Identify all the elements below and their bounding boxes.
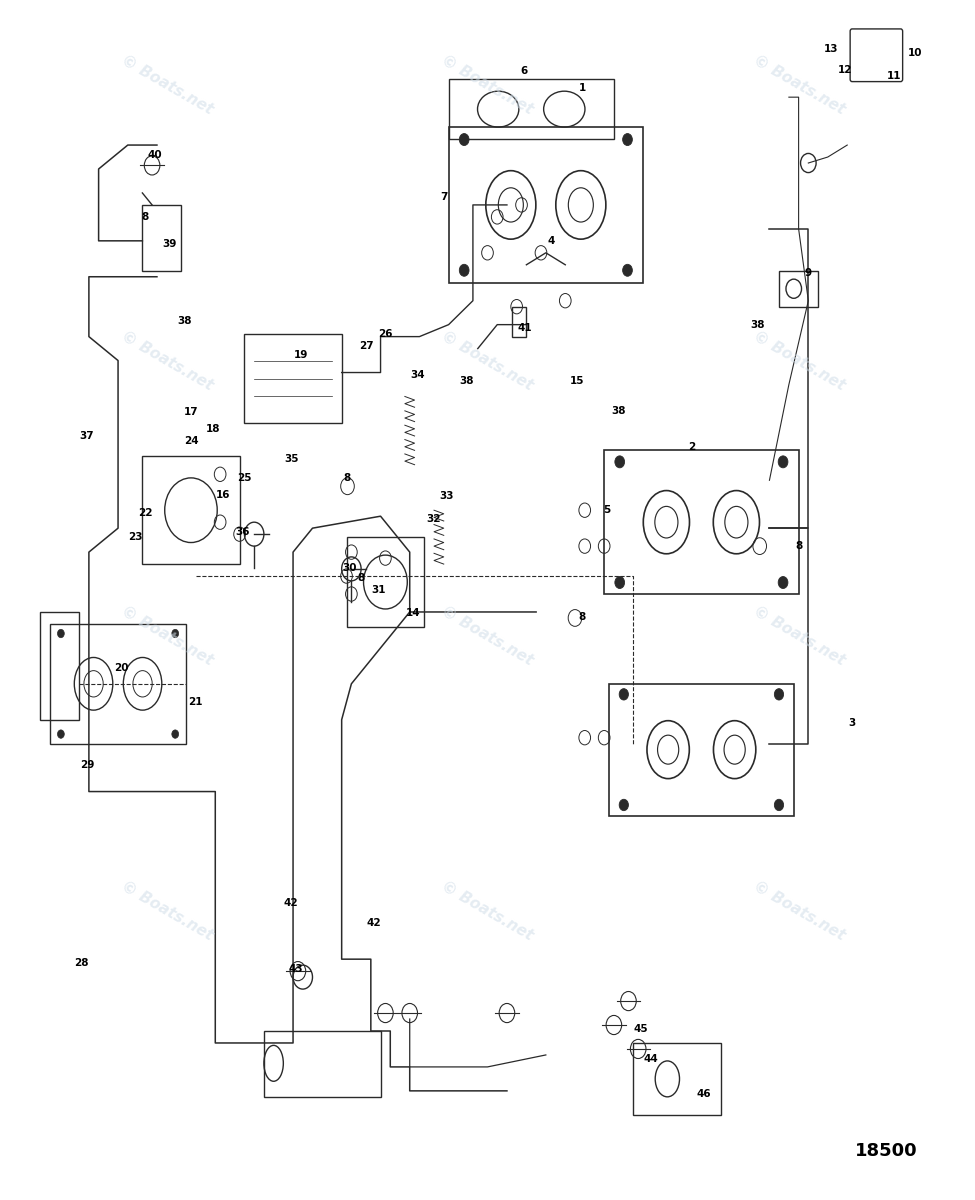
Circle shape	[58, 730, 64, 738]
Text: 38: 38	[611, 406, 626, 416]
Text: 44: 44	[644, 1054, 658, 1063]
Circle shape	[623, 264, 633, 276]
Text: 30: 30	[342, 563, 357, 572]
Circle shape	[459, 264, 469, 276]
Text: © Boats.net: © Boats.net	[750, 53, 847, 118]
Text: 34: 34	[410, 370, 425, 380]
Text: 1: 1	[579, 83, 586, 92]
Circle shape	[172, 730, 178, 738]
Text: © Boats.net: © Boats.net	[750, 878, 847, 943]
Text: 6: 6	[521, 66, 528, 76]
Text: 7: 7	[440, 192, 448, 202]
Bar	[448, 127, 644, 283]
Text: 8: 8	[578, 612, 585, 622]
Text: 38: 38	[459, 376, 473, 386]
Text: 20: 20	[114, 664, 129, 673]
Text: 13: 13	[824, 44, 838, 54]
Text: 14: 14	[406, 608, 420, 618]
Text: 19: 19	[293, 349, 308, 360]
Text: © Boats.net: © Boats.net	[439, 604, 536, 668]
Text: © Boats.net: © Boats.net	[118, 328, 215, 392]
Text: 21: 21	[188, 697, 203, 707]
Text: © Boats.net: © Boats.net	[118, 53, 215, 118]
Text: 4: 4	[547, 236, 555, 246]
Bar	[142, 456, 240, 564]
Text: 40: 40	[147, 150, 162, 160]
Bar	[634, 1043, 721, 1115]
Circle shape	[619, 799, 629, 811]
Text: 32: 32	[427, 514, 442, 523]
Text: 16: 16	[215, 490, 230, 499]
Text: 45: 45	[634, 1024, 648, 1033]
Bar	[40, 612, 79, 720]
Text: 29: 29	[80, 761, 95, 770]
Circle shape	[778, 576, 788, 588]
Text: 26: 26	[378, 329, 393, 340]
Text: 43: 43	[289, 964, 303, 973]
Bar	[448, 79, 614, 139]
Text: 42: 42	[367, 918, 381, 929]
Text: 35: 35	[284, 454, 298, 463]
Text: 11: 11	[886, 71, 901, 80]
Text: 12: 12	[838, 65, 852, 74]
Text: © Boats.net: © Boats.net	[439, 53, 536, 118]
Text: 8: 8	[141, 212, 149, 222]
Bar	[604, 450, 799, 594]
Text: 39: 39	[163, 240, 176, 250]
Circle shape	[623, 133, 633, 145]
Text: 23: 23	[129, 532, 142, 541]
Text: 25: 25	[237, 473, 252, 482]
Text: 24: 24	[183, 436, 198, 445]
Circle shape	[774, 689, 784, 700]
Text: 10: 10	[908, 48, 922, 58]
Circle shape	[172, 629, 178, 637]
Text: 3: 3	[848, 719, 856, 728]
Text: 2: 2	[688, 442, 695, 451]
Bar	[779, 271, 818, 307]
Bar	[346, 538, 424, 626]
Text: 8: 8	[344, 473, 351, 482]
Text: © Boats.net: © Boats.net	[750, 604, 847, 668]
Text: 5: 5	[604, 505, 610, 515]
Text: 31: 31	[371, 586, 386, 595]
Bar	[264, 1031, 380, 1097]
Text: 38: 38	[176, 316, 191, 326]
Circle shape	[58, 629, 64, 637]
Text: 33: 33	[440, 491, 454, 500]
Text: 9: 9	[804, 268, 812, 278]
Text: 42: 42	[284, 898, 298, 908]
Text: 38: 38	[751, 319, 765, 330]
Text: © Boats.net: © Boats.net	[439, 878, 536, 943]
Circle shape	[459, 133, 469, 145]
Text: © Boats.net: © Boats.net	[439, 328, 536, 392]
Text: 28: 28	[74, 958, 89, 967]
Text: 22: 22	[138, 508, 152, 517]
Text: 17: 17	[183, 407, 198, 418]
Circle shape	[774, 799, 784, 811]
Bar	[142, 205, 181, 271]
Text: © Boats.net: © Boats.net	[118, 878, 215, 943]
Circle shape	[615, 576, 625, 588]
Circle shape	[615, 456, 625, 468]
Circle shape	[778, 456, 788, 468]
Text: 27: 27	[359, 341, 373, 352]
Text: 36: 36	[235, 527, 250, 536]
Text: 46: 46	[697, 1090, 712, 1099]
Text: 8: 8	[358, 574, 365, 583]
Bar	[245, 334, 341, 424]
Text: © Boats.net: © Boats.net	[750, 328, 847, 392]
Text: © Boats.net: © Boats.net	[118, 604, 215, 668]
Text: 8: 8	[795, 541, 802, 551]
Text: 18: 18	[206, 424, 220, 433]
Bar	[609, 684, 794, 816]
Text: 18500: 18500	[855, 1141, 917, 1159]
Bar	[50, 624, 186, 744]
Text: 41: 41	[517, 323, 531, 334]
Text: 37: 37	[80, 431, 95, 440]
Text: 15: 15	[569, 376, 584, 386]
Bar	[512, 307, 526, 337]
Circle shape	[619, 689, 629, 700]
